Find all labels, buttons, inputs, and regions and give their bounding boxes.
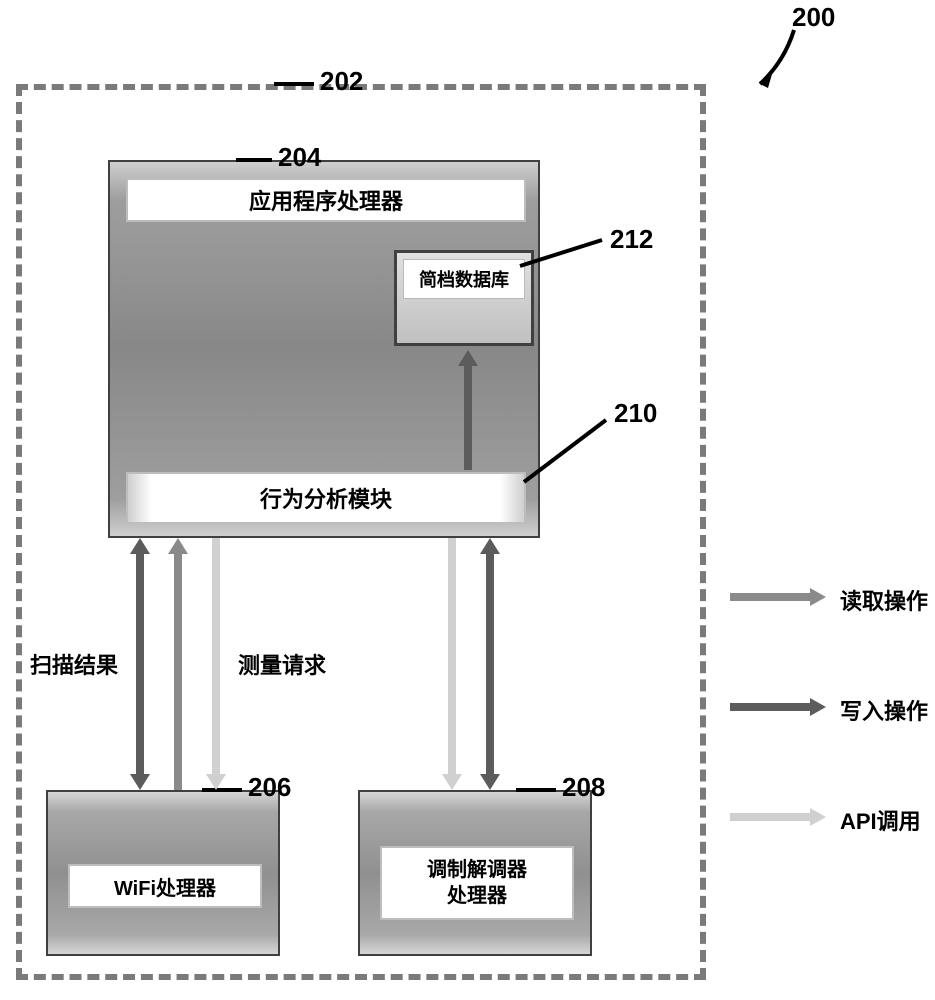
label-measure-request-text: 测量请求 — [238, 653, 326, 678]
wifi-processor-label: WiFi处理器 — [114, 872, 216, 901]
ref-210: 210 — [614, 398, 657, 429]
leader-210 — [520, 416, 610, 486]
ref-210-text: 210 — [614, 398, 657, 428]
label-measure-request: 测量请求 — [238, 648, 326, 680]
app-processor-block: 应用程序处理器 简档数据库 行为分析模块 — [108, 160, 540, 538]
ref-212-text: 212 — [610, 224, 653, 254]
ref-206: 206 — [248, 772, 291, 803]
legend-label-api-text: API调用 — [840, 809, 921, 834]
legend-label-api: API调用 — [840, 804, 921, 836]
profile-db-label-strip: 简档数据库 — [403, 259, 525, 299]
legend-label-read-text: 读取操作 — [840, 589, 928, 614]
ref-208-text: 208 — [562, 772, 605, 802]
profile-db-block: 简档数据库 — [394, 250, 534, 346]
legend-arrow-write — [730, 698, 826, 716]
behavior-module-label: 行为分析模块 — [260, 482, 392, 514]
ref-204-text: 204 — [278, 142, 321, 172]
arrow-behavior-to-db — [458, 350, 478, 470]
leader-212 — [516, 236, 606, 272]
label-scan-result: 扫描结果 — [30, 648, 118, 680]
ref-202: 202 — [320, 66, 363, 97]
legend-label-write-text: 写入操作 — [840, 699, 928, 724]
ref-212: 212 — [610, 224, 653, 255]
callout-arrow-200 — [744, 28, 804, 98]
wifi-processor-block: WiFi处理器 — [46, 790, 280, 956]
modem-processor-block: 调制解调器 处理器 — [358, 790, 592, 956]
ref-204: 204 — [278, 142, 321, 173]
arrow-app-modem-readwrite — [480, 538, 500, 790]
arrow-app-wifi-read — [168, 538, 188, 790]
leader-202 — [274, 82, 314, 86]
arrow-app-wifi-readwrite — [130, 538, 150, 790]
modem-processor-label: 调制解调器 处理器 — [427, 857, 527, 909]
arrow-app-wifi-api — [206, 538, 226, 790]
wifi-processor-label-strip: WiFi处理器 — [68, 864, 262, 908]
legend-label-read: 读取操作 — [840, 584, 928, 616]
legend-label-write: 写入操作 — [840, 694, 928, 726]
app-processor-title: 应用程序处理器 — [249, 184, 403, 216]
ref-206-text: 206 — [248, 772, 291, 802]
arrow-app-modem-api — [442, 538, 462, 790]
app-processor-title-strip: 应用程序处理器 — [126, 178, 526, 222]
diagram-canvas: 200 202 应用程序处理器 简档数据库 行为分析模块 — [0, 0, 935, 1000]
profile-db-label: 简档数据库 — [419, 266, 509, 292]
leader-208 — [516, 788, 556, 792]
leader-204 — [236, 158, 272, 162]
ref-208: 208 — [562, 772, 605, 803]
modem-processor-label-strip: 调制解调器 处理器 — [380, 846, 574, 920]
label-scan-result-text: 扫描结果 — [30, 653, 118, 678]
legend-arrow-read — [730, 588, 826, 606]
behavior-module-strip: 行为分析模块 — [126, 472, 526, 524]
legend-arrow-api — [730, 808, 826, 826]
ref-202-text: 202 — [320, 66, 363, 96]
